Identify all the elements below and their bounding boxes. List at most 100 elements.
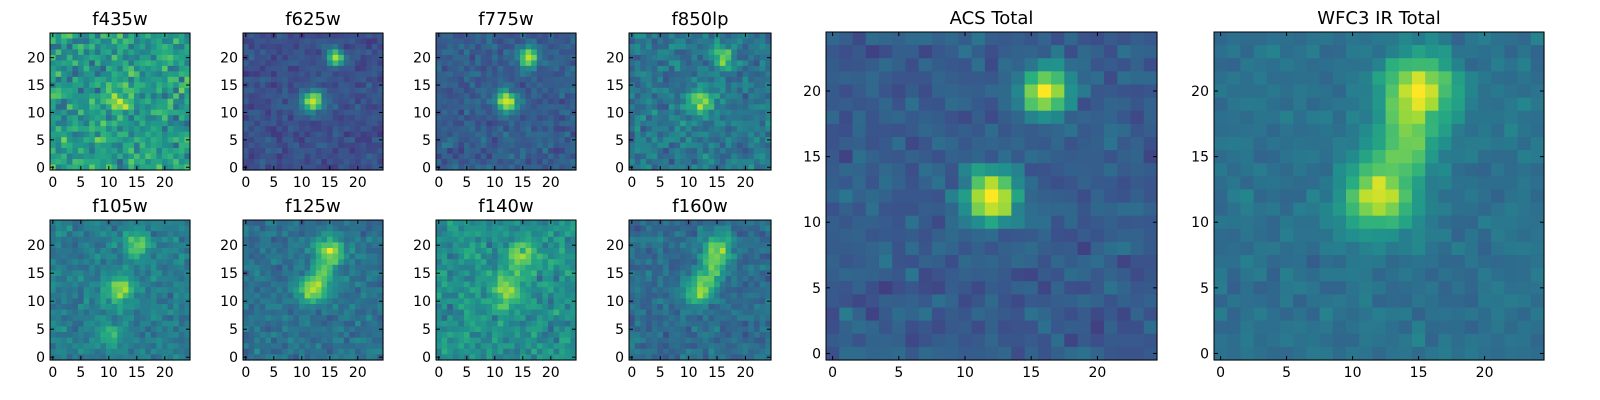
heatmap-cell	[145, 304, 152, 311]
heatmap-cell	[736, 253, 744, 260]
heatmap-cell	[304, 126, 311, 133]
heatmap-cell	[458, 309, 465, 316]
heatmap-cell	[243, 332, 250, 339]
heatmap-cell	[173, 253, 180, 260]
heatmap-cell	[520, 71, 527, 78]
heatmap-cell	[525, 76, 532, 83]
heatmap-cell	[458, 38, 465, 45]
panel-title: f775w	[478, 9, 533, 30]
heatmap-cell	[265, 87, 272, 94]
heatmap-cell	[122, 148, 129, 155]
heatmap-cell	[503, 33, 510, 40]
heatmap-cell	[343, 242, 350, 249]
heatmap-cell	[514, 164, 521, 171]
heatmap-cell	[50, 60, 57, 67]
heatmap-cell	[111, 76, 118, 83]
heatmap-cell	[271, 315, 278, 322]
heatmap-cell	[377, 337, 384, 344]
heatmap-cell	[536, 49, 543, 56]
heatmap-cell	[89, 71, 96, 78]
heatmap-cell	[702, 287, 710, 294]
heatmap-cell	[742, 259, 749, 266]
heatmap-cell	[525, 264, 532, 271]
heatmap-cell	[492, 236, 499, 243]
heatmap-cell	[134, 309, 141, 316]
heatmap-cell	[447, 298, 454, 305]
heatmap-cell	[520, 343, 527, 350]
heatmap-cell	[441, 109, 448, 116]
heatmap-cell	[299, 82, 306, 89]
heatmap-cell	[452, 320, 459, 327]
heatmap-cell	[254, 71, 261, 78]
y-tick-label: 10	[27, 105, 45, 121]
heatmap-cell	[343, 220, 350, 227]
heatmap-cell	[145, 87, 152, 94]
heatmap-cell	[327, 298, 334, 305]
heatmap-cell	[542, 43, 549, 51]
heatmap-cell	[349, 248, 356, 255]
heatmap-cell	[259, 159, 266, 166]
heatmap-cell	[89, 236, 96, 243]
heatmap-cell	[94, 71, 101, 78]
heatmap-cell	[680, 276, 687, 283]
heatmap-cell	[475, 276, 482, 283]
heatmap-cell	[145, 292, 152, 299]
panel-title: f125w	[285, 196, 340, 217]
heatmap-cell	[634, 115, 641, 122]
heatmap-cell	[66, 264, 73, 271]
heatmap-cell	[634, 142, 641, 149]
heatmap-cell	[475, 220, 482, 227]
heatmap-cell	[657, 242, 664, 249]
heatmap-cell	[458, 137, 465, 144]
heatmap-cell	[520, 287, 527, 294]
heatmap-cell	[480, 348, 487, 355]
heatmap-cell	[332, 137, 339, 144]
heatmap-cell	[668, 304, 676, 311]
heatmap-cell	[276, 343, 283, 350]
heatmap-cell	[100, 281, 107, 288]
heatmap-cell	[663, 287, 670, 294]
heatmap-cell	[503, 142, 510, 149]
heatmap-cell	[708, 109, 715, 116]
heatmap-cell	[321, 43, 328, 51]
heatmap-cell	[265, 148, 272, 155]
heatmap-cell	[629, 153, 636, 160]
heatmap-cell	[178, 298, 185, 305]
heatmap-cell	[299, 109, 306, 116]
heatmap-cell	[486, 287, 493, 294]
heatmap-cell	[685, 131, 693, 138]
heatmap-cell	[178, 131, 185, 138]
heatmap-cell	[475, 60, 482, 67]
heatmap-cell	[55, 248, 62, 255]
heatmap-cell	[66, 332, 73, 339]
heatmap-cell	[167, 236, 174, 243]
heatmap-cell	[725, 287, 732, 294]
heatmap-cell	[243, 309, 250, 316]
heatmap-cell	[371, 142, 378, 149]
heatmap-cell	[657, 281, 664, 288]
heatmap-cell	[321, 276, 328, 283]
heatmap-cell	[243, 98, 250, 105]
heatmap-cell	[753, 248, 761, 255]
heatmap-cell	[304, 337, 311, 344]
heatmap-cell	[708, 49, 715, 56]
heatmap-cell	[321, 71, 328, 78]
heatmap-cell	[162, 320, 169, 327]
heatmap-cell	[271, 304, 278, 311]
heatmap-cell	[117, 236, 124, 243]
heatmap-cell	[128, 164, 135, 171]
heatmap-cell	[156, 159, 163, 166]
heatmap-cell	[360, 248, 367, 255]
heatmap-cell	[525, 126, 532, 133]
heatmap-cell	[128, 38, 135, 45]
heatmap-cell	[685, 109, 693, 116]
heatmap-cell	[553, 33, 560, 40]
heatmap-cell	[66, 287, 73, 294]
heatmap-cell	[525, 337, 532, 344]
heatmap-cell	[548, 76, 555, 83]
heatmap-cell	[542, 82, 549, 89]
heatmap-cell	[497, 348, 504, 355]
heatmap-cell	[327, 264, 334, 271]
heatmap-cell	[304, 264, 311, 271]
heatmap-cell	[436, 159, 443, 166]
